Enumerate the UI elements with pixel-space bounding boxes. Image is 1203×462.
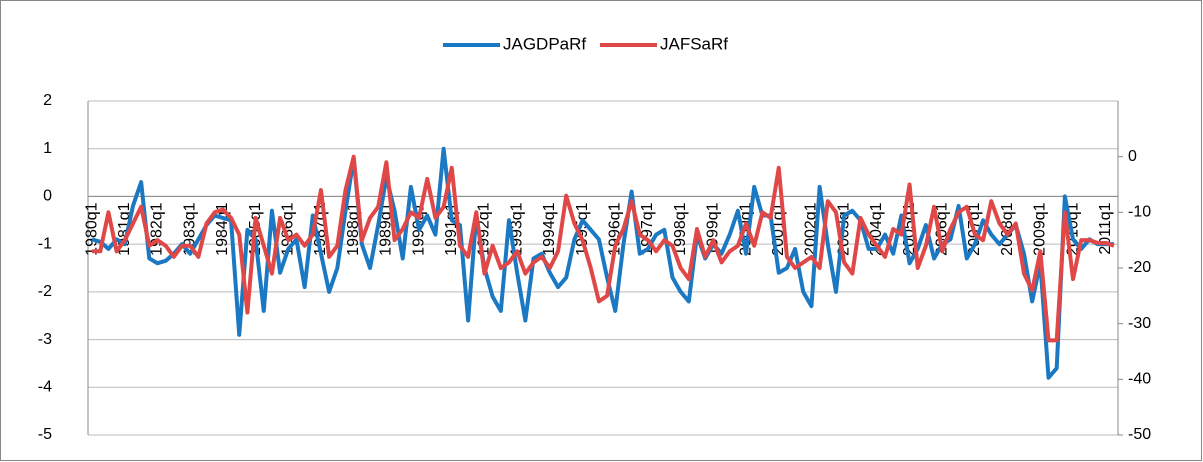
x-tick-label: 1996q1 (606, 202, 623, 255)
y2-tick-label: -10 (1128, 204, 1151, 221)
legend-label: JAFSaRf (660, 34, 728, 53)
y2-tick-label: 0 (1128, 148, 1137, 165)
y-tick-label: -2 (38, 283, 52, 300)
x-tick-label: 1995q1 (574, 202, 591, 255)
x-tick-label: 1980q1 (83, 202, 100, 255)
x-tick-label: 2009q1 (1032, 202, 1049, 255)
y2-tick-label: -30 (1128, 315, 1151, 332)
legend-label: JAGDPaRf (503, 34, 586, 53)
x-tick-label: 1994q1 (541, 202, 558, 255)
y2-tick-label: -40 (1128, 371, 1151, 388)
series-line (92, 154, 1115, 343)
x-tick-label: 1998q1 (672, 202, 689, 255)
y-tick-label: 0 (43, 188, 52, 205)
y-tick-label: 2 (43, 92, 52, 109)
x-tick-label: 1982q1 (149, 202, 166, 255)
x-tick-label: 1999q1 (705, 202, 722, 255)
y2-tick-label: -20 (1128, 259, 1151, 276)
y2-tick-label: -50 (1128, 426, 1151, 443)
y-tick-label: -4 (38, 379, 52, 396)
y-tick-label: -3 (38, 331, 52, 348)
x-tick-label: 1983q1 (181, 202, 198, 255)
y-tick-label: 1 (43, 140, 52, 157)
y-tick-label: -1 (38, 235, 52, 252)
y-tick-label: -5 (38, 426, 52, 443)
